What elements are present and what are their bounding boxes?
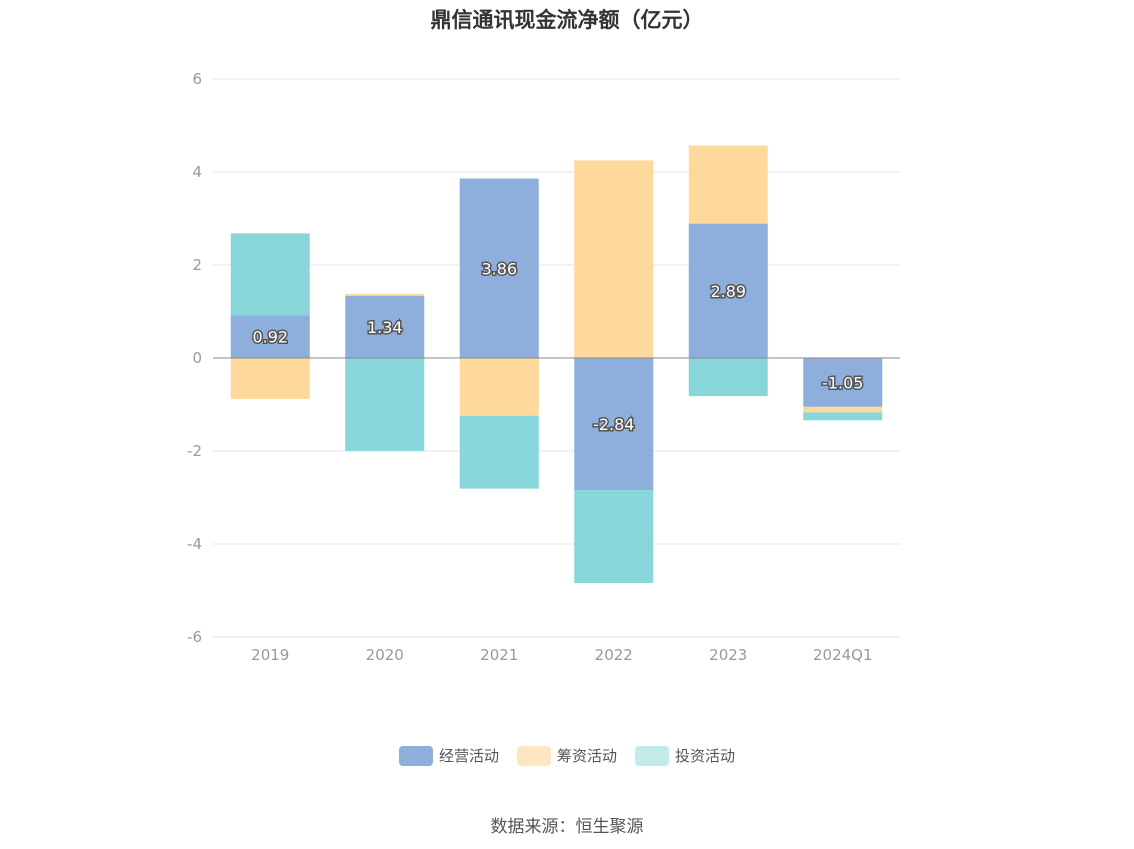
bar-2021-series-0: [459, 178, 539, 358]
bar-2023-series-2: [688, 358, 768, 397]
bar-2023-series-0: [688, 223, 768, 358]
bar-2024Q1-series-2: [803, 412, 883, 421]
bar-2022-series-1: [574, 160, 654, 358]
y-tick-label: 6: [192, 70, 202, 88]
legend-item-financing[interactable]: 筹资活动: [516, 745, 617, 766]
bar-2019-series-2: [230, 233, 310, 316]
data-label-2019: 0.92: [252, 328, 288, 347]
legend-label-investing: 投资活动: [675, 747, 736, 765]
data-source-note: 数据来源：恒生聚源: [490, 817, 644, 837]
bar-2019-series-1: [230, 358, 310, 399]
chart-legend: 经营活动 筹资活动 投资活动: [0, 745, 1134, 766]
x-tick-label: 2022: [595, 646, 633, 664]
legend-label-operating: 经营活动: [438, 747, 499, 765]
legend-item-investing[interactable]: 投资活动: [635, 745, 735, 766]
legend-label-financing: 筹资活动: [556, 747, 617, 765]
x-tick-label: 2023: [709, 646, 747, 664]
data-label-2023: 2.89: [710, 282, 746, 301]
bar-2019-series-0: [230, 315, 310, 358]
legend-swatch-investing: [635, 745, 669, 766]
chart-title: 鼎信通讯现金流净额（亿元）: [430, 8, 704, 32]
bar-2022-series-0: [574, 358, 654, 491]
bar-2023-series-1: [688, 145, 768, 224]
bar-2024Q1-series-0: [803, 358, 883, 407]
y-tick-label: -6: [187, 628, 202, 646]
bar-2020-series-1: [345, 293, 425, 296]
legend-item-operating[interactable]: 经营活动: [398, 745, 499, 766]
x-tick-label: 2021: [480, 646, 518, 664]
cash-flow-chart: 6 4 2 0 -2 -4 -6 0.92 2019 1.34 2020 3.86 2021 -2.84 2…: [187, 70, 900, 664]
y-tick-label: 4: [192, 163, 202, 181]
bar-2021-series-1: [459, 358, 539, 416]
bar-2020-series-2: [345, 358, 425, 451]
bar-2024Q1-series-1: [803, 406, 883, 413]
data-label-2021: 3.86: [481, 259, 517, 278]
bar-2022-series-2: [574, 490, 654, 584]
y-tick-label: 2: [192, 256, 202, 274]
bar-2020-series-0: [345, 295, 425, 358]
legend-swatch-operating: [398, 745, 433, 766]
x-tick-label: 2020: [366, 646, 404, 664]
data-label-2022: -2.84: [593, 415, 634, 434]
x-tick-label: 2024Q1: [813, 646, 873, 664]
y-tick-label: -4: [187, 535, 202, 553]
data-label-2024Q1: -1.05: [822, 373, 863, 392]
x-tick-label: 2019: [251, 646, 289, 664]
legend-swatch-financing: [516, 745, 551, 766]
data-label-2020: 1.34: [367, 318, 403, 337]
bar-2021-series-2: [459, 415, 539, 489]
y-tick-label: -2: [187, 442, 202, 460]
y-tick-label: 0: [192, 349, 202, 367]
